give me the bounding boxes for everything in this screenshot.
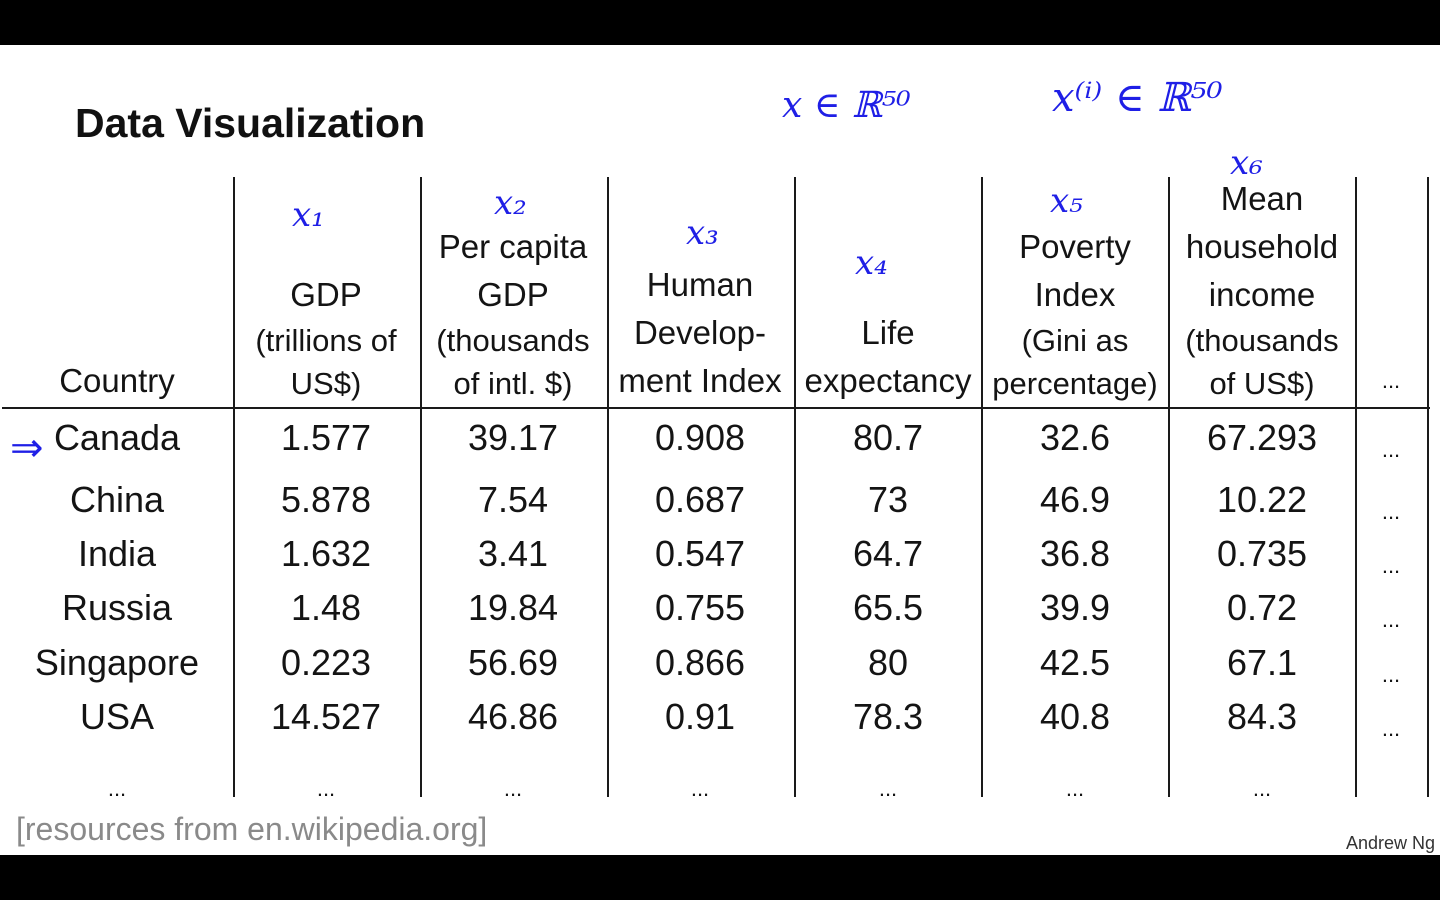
column-header: Poverty Index (Gini as percentage) [975,223,1175,405]
table-cell: ... [1381,553,1401,578]
handwritten-feature-label: x₃ [686,213,719,253]
handwritten-feature-label: x₅ [1050,181,1083,221]
country-cell: Canada [53,417,181,458]
country-cell: ... [107,776,127,801]
column-header-title: Life expectancy [804,314,972,399]
handwritten-feature-label: x₂ [494,183,527,223]
table-cell: 84.3 [1226,696,1298,737]
country-cell: USA [79,696,155,737]
table-cell: 80.7 [852,417,924,458]
table-cell: 65.5 [852,587,924,628]
table-cell: 78.3 [852,696,924,737]
table-cell: 80 [867,642,909,683]
table-cell: ... [690,776,710,801]
table-cell: 10.22 [1216,479,1308,520]
table-cell: ... [1381,662,1401,687]
table-cell: ... [1381,607,1401,632]
country-cell: Singapore [34,642,200,683]
top-letterbox [0,0,1440,45]
table-cell: 39.17 [467,417,559,458]
table-cell: 39.9 [1039,587,1111,628]
column-divider [1168,177,1170,797]
column-header-unit: (thousands of US$) [1185,323,1339,401]
table-cell: ... [1065,776,1085,801]
table-cell: 0.91 [664,696,736,737]
table-cell: 1.48 [290,587,362,628]
column-header: GDP (trillions of US$) [226,271,426,405]
handwritten-feature-label: x₆ [1230,143,1263,183]
table-cell: 0.755 [654,587,746,628]
column-header: Life expectancy [788,309,988,405]
table-cell: 56.69 [467,642,559,683]
column-header-title: Country [59,362,175,399]
table-cell: 32.6 [1039,417,1111,458]
table-cell: ... [1381,716,1401,741]
table-cell: 0.866 [654,642,746,683]
bottom-letterbox [0,855,1440,900]
column-divider [607,177,609,797]
table-cell: ... [878,776,898,801]
table-cell: 7.54 [477,479,549,520]
column-divider [233,177,235,797]
slide-title: Data Visualization [75,100,426,146]
column-header-unit: (thousands of intl. $) [436,323,590,401]
table-cell: 73 [867,479,909,520]
table-cell: 1.632 [280,533,372,574]
table-cell: ... [503,776,523,801]
handwritten-xi-in-r50: x⁽ⁱ⁾ ∈ ℝ⁵⁰ [1052,75,1223,121]
column-header: Mean household income (thousands of US$) [1162,175,1362,405]
column-header: ... [1291,357,1440,405]
table-cell: 3.41 [477,533,549,574]
handwritten-feature-label: x₄ [855,243,888,283]
column-header: Country [17,357,217,405]
column-divider [794,177,796,797]
slide: Data Visualization x ∈ ℝ⁵⁰ x⁽ⁱ⁾ ∈ ℝ⁵⁰ x₁… [0,45,1440,855]
table-cell: 0.223 [280,642,372,683]
country-cell: India [77,533,157,574]
column-header: Human Develop- ment Index [600,261,800,405]
table-cell: 40.8 [1039,696,1111,737]
column-header-unit: (trillions of US$) [255,323,397,401]
table-cell: 64.7 [852,533,924,574]
header-divider [2,407,1430,409]
table-cell: 36.8 [1039,533,1111,574]
table-cell: 42.5 [1039,642,1111,683]
table-cell: 14.527 [270,696,382,737]
table-cell: ... [1381,437,1401,462]
country-cell: Russia [61,587,173,628]
country-cell: China [69,479,165,520]
column-divider [420,177,422,797]
handwritten-x-in-r50: x ∈ ℝ⁵⁰ [782,85,911,126]
handwritten-feature-label: x₁ [292,195,325,235]
column-divider [981,177,983,797]
table-cell: 0.908 [654,417,746,458]
table-cell: 0.547 [654,533,746,574]
source-citation: [resources from en.wikipedia.org] [16,811,488,847]
table-cell: ... [1252,776,1272,801]
table-cell: 0.72 [1226,587,1298,628]
handwritten-arrow: ⇒ [10,426,44,470]
table-cell: 0.687 [654,479,746,520]
column-header-unit: (Gini as percentage) [992,323,1158,401]
column-header-title: Mean household income [1185,180,1339,313]
table-cell: ... [1381,499,1401,524]
column-header: Per capita GDP (thousands of intl. $) [413,223,613,405]
column-header-title: ... [1381,368,1401,393]
author-credit: Andrew Ng [1345,833,1435,853]
column-header-title: Poverty Index [1019,228,1131,313]
column-divider [1427,177,1429,797]
table-cell: 46.9 [1039,479,1111,520]
table-cell: 5.878 [280,479,372,520]
table-cell: ... [316,776,336,801]
table-cell: 19.84 [467,587,559,628]
table-cell: 46.86 [467,696,559,737]
column-header-title: GDP [290,276,362,313]
table-cell: 0.735 [1216,533,1308,574]
table-cell: 1.577 [280,417,372,458]
table-cell: 67.293 [1206,417,1318,458]
column-divider [1355,177,1357,797]
column-header-title: Per capita GDP [438,228,588,313]
column-header-title: Human Develop- ment Index [618,266,782,399]
table-cell: 67.1 [1226,642,1298,683]
